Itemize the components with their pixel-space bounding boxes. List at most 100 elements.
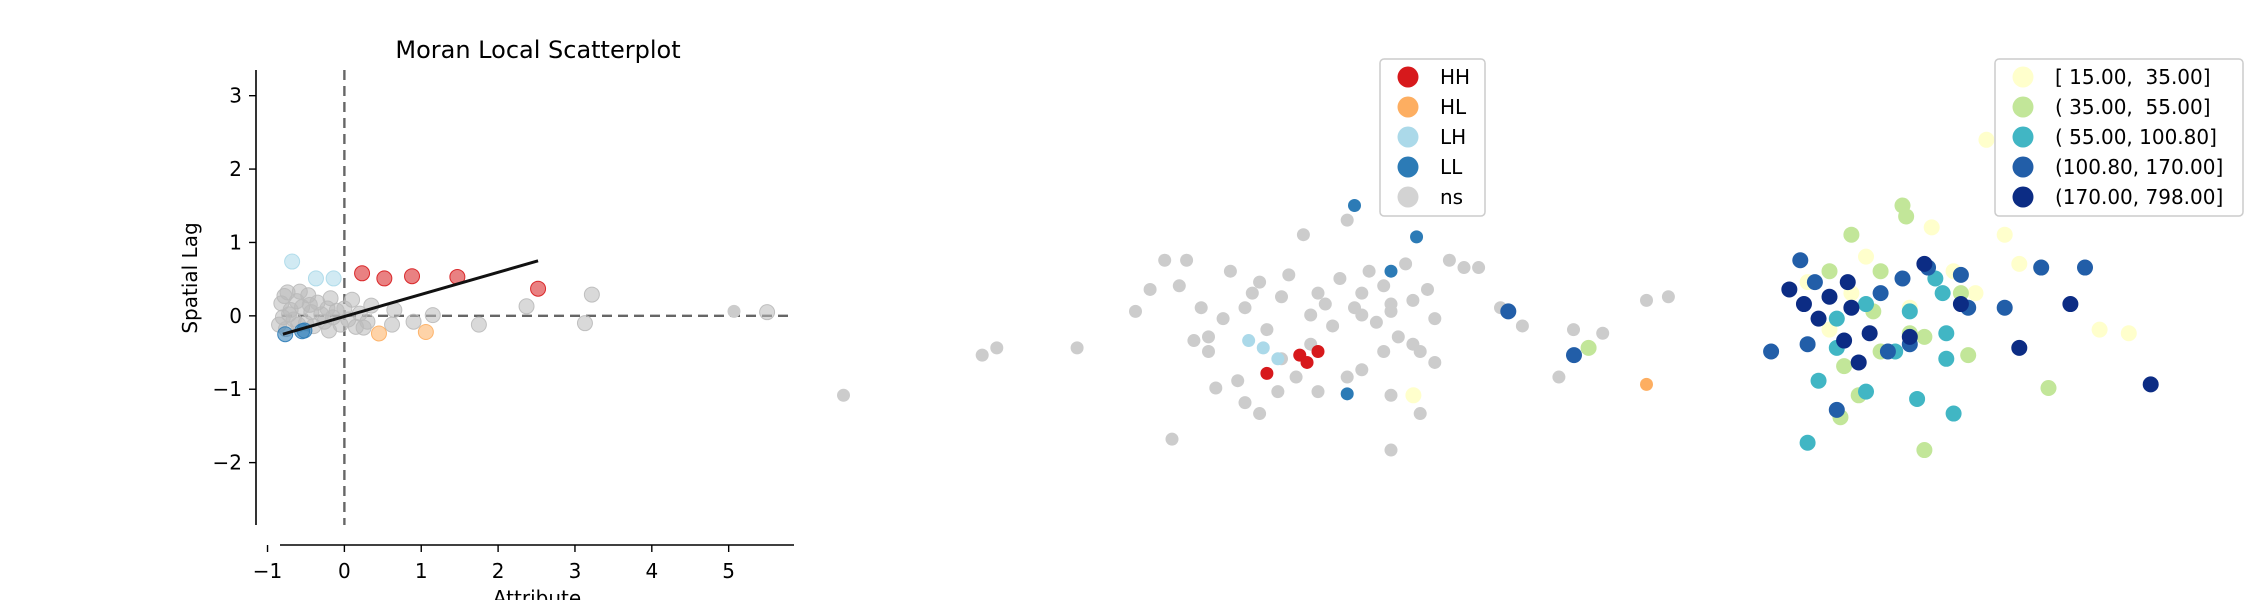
quantile-legend: [ 15.00, 35.00] ( 35.00, 55.00] ( 55.00, 1…: [1995, 59, 2243, 216]
map-point: [1858, 384, 1874, 400]
map-point: [1953, 267, 1969, 283]
cluster-points: [728, 137, 1675, 457]
point-lh: [285, 254, 300, 269]
legend-label: ( 35.00, 55.00]: [2055, 95, 2211, 119]
map-point: [1946, 406, 1962, 422]
map-point: [1800, 336, 1816, 352]
x-tick-label: 2: [492, 559, 505, 583]
map-point: [1807, 274, 1823, 290]
y-tick-label: −1: [213, 377, 242, 401]
y-axis-label: Spatial Lag: [178, 222, 202, 333]
map-point: [1953, 296, 1969, 312]
map-point: [1640, 294, 1653, 307]
legend-marker: [2013, 97, 2034, 118]
point-ns: [385, 317, 400, 332]
map-point: [1898, 208, 1914, 224]
map-point: [1385, 265, 1398, 278]
map-point: [1414, 407, 1427, 420]
legend-label: LH: [1440, 125, 1466, 149]
map-point: [1968, 285, 1984, 301]
map-point: [1271, 352, 1284, 365]
point-ns: [425, 308, 440, 323]
legend-marker: [2013, 127, 2034, 148]
map-point: [1195, 301, 1208, 314]
legend-marker: [1398, 157, 1419, 178]
map-point: [1242, 334, 1255, 347]
map-point: [1843, 300, 1859, 316]
map-point: [1341, 371, 1354, 384]
map-point: [976, 349, 989, 362]
map-point: [1399, 257, 1412, 270]
map-point: [1271, 385, 1284, 398]
map-point: [1443, 254, 1456, 267]
map-point: [1978, 132, 1994, 148]
map-point: [1144, 283, 1157, 296]
map-point: [1301, 356, 1314, 369]
map-point: [1428, 312, 1441, 325]
y-tick-label: 2: [229, 157, 242, 181]
map-point: [1217, 312, 1230, 325]
map-point: [1822, 289, 1838, 305]
map-point: [1275, 290, 1288, 303]
map-point: [1997, 300, 2013, 316]
map-point: [2143, 376, 2159, 392]
map-point: [1333, 272, 1346, 285]
map-point: [1166, 433, 1179, 446]
map-point: [728, 305, 741, 318]
map-point: [1567, 323, 1580, 336]
map-point: [837, 389, 850, 402]
point-hh: [377, 271, 392, 286]
map-point: [1811, 311, 1827, 327]
map-point: [2041, 380, 2057, 396]
y-tick-label: 1: [229, 230, 242, 254]
map-point: [1909, 391, 1925, 407]
map-point: [1326, 319, 1339, 332]
legend-marker: [2013, 67, 2034, 88]
map-point: [1781, 281, 1797, 297]
map-point: [1792, 252, 1808, 268]
x-tick-label: −1: [253, 559, 282, 583]
map-point: [1829, 402, 1845, 418]
legend-marker: [1398, 127, 1419, 148]
map-point: [1187, 334, 1200, 347]
map-point: [1173, 279, 1186, 292]
point-ns: [577, 316, 592, 331]
map-point: [1410, 230, 1423, 243]
map-point: [990, 341, 1003, 354]
map-point: [1916, 442, 1932, 458]
map-point: [1566, 347, 1582, 363]
point-ns: [760, 305, 775, 320]
x-tick-label: 3: [569, 559, 582, 583]
map-point: [1180, 254, 1193, 267]
map-point: [1405, 387, 1421, 403]
map-point: [1836, 358, 1852, 374]
map-point: [1960, 347, 1976, 363]
map-point: [2011, 340, 2027, 356]
map-point: [1129, 305, 1142, 318]
map-point: [1763, 344, 1779, 360]
y-tick-label: 0: [229, 304, 242, 328]
map-point: [1260, 367, 1273, 380]
point-hl: [371, 326, 386, 341]
point-hh: [355, 266, 370, 281]
legend-marker: [2013, 157, 2034, 178]
legend-label: (170.00, 798.00]: [2055, 185, 2223, 209]
legend-marker: [1398, 187, 1419, 208]
map-point: [1224, 265, 1237, 278]
point-ns: [519, 299, 534, 314]
map-point: [1202, 330, 1215, 343]
map-point: [1902, 303, 1918, 319]
map-point: [1858, 249, 1874, 265]
map-point: [1880, 344, 1896, 360]
legend-label: ( 55.00, 100.80]: [2055, 125, 2217, 149]
map-point: [1811, 373, 1827, 389]
map-point: [1428, 356, 1441, 369]
map-point: [1924, 219, 1940, 235]
point-hh: [405, 269, 420, 284]
cluster-map-panel: HH HL LH LL ns: [728, 59, 1675, 457]
map-point: [2033, 260, 2049, 276]
map-point: [1297, 228, 1310, 241]
point-lh: [326, 271, 341, 286]
legend-label: ns: [1440, 185, 1463, 209]
